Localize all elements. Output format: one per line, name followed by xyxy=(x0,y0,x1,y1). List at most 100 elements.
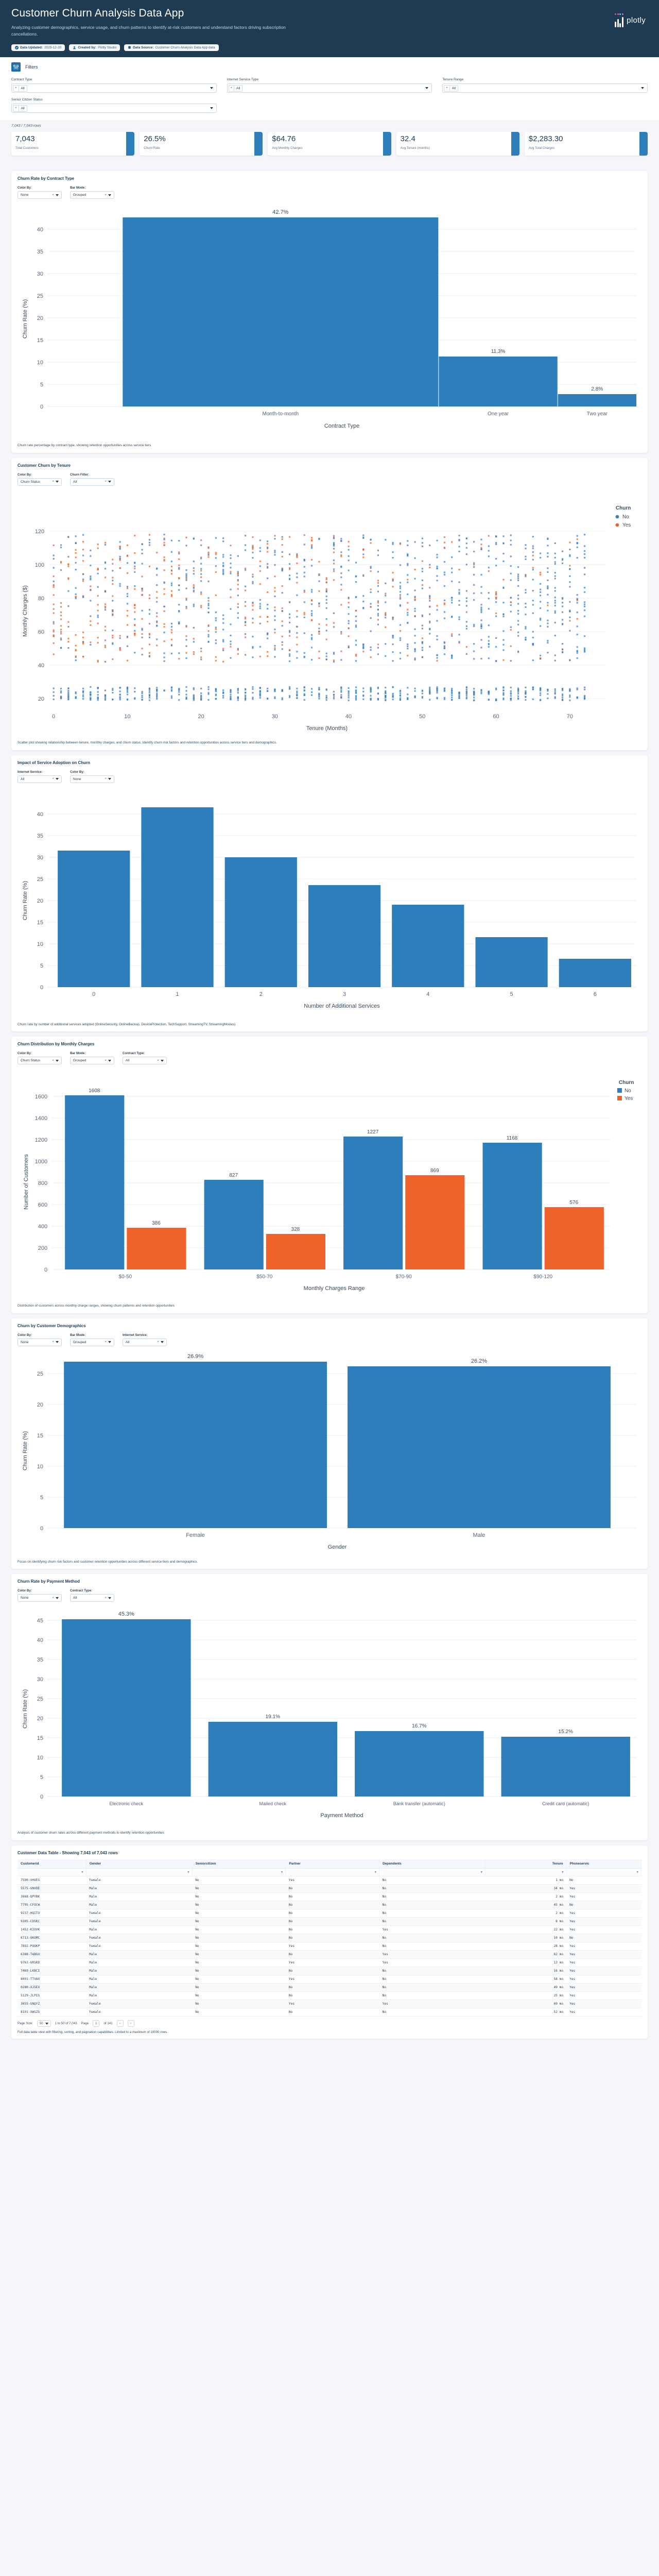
table-row[interactable]: 3655-SNQYZ Female No Yes Yes 69 mo Yes xyxy=(18,1999,641,2008)
chevron-down-icon[interactable] xyxy=(640,87,644,90)
clear-icon[interactable]: × xyxy=(13,105,19,111)
control-icons[interactable]: × xyxy=(52,1059,59,1062)
column-filter-input[interactable]: ▼ xyxy=(485,1868,567,1876)
control-dropdown[interactable]: All × xyxy=(123,1057,167,1065)
chevron-down-icon[interactable] xyxy=(210,107,213,110)
control-dropdown[interactable]: All × xyxy=(70,1594,114,1602)
table-row[interactable]: 8091-TTVAX Male No Yes No 58 mo Yes xyxy=(18,1975,641,1984)
chevron-down-icon[interactable] xyxy=(56,194,59,196)
control-dropdown[interactable]: Churn Status × xyxy=(18,478,62,486)
control-icons[interactable]: × xyxy=(52,777,59,781)
table-column-header[interactable]: Tenure xyxy=(485,1859,567,1869)
column-filter-input[interactable]: ▼ xyxy=(285,1868,380,1876)
filter-dropdown[interactable]: × All xyxy=(11,83,217,93)
table-row[interactable]: 5129-JLPIS Male No No No 25 mo Yes xyxy=(18,1991,641,2000)
control-dropdown[interactable]: None × xyxy=(18,191,62,199)
table-row[interactable]: 7892-POOKP Female No Yes No 28 mo Yes xyxy=(18,1942,641,1951)
control-icons[interactable]: × xyxy=(52,1597,59,1600)
table-column-header[interactable]: Dependents xyxy=(379,1859,486,1869)
table-row[interactable]: 9763-GRSKD Male No Yes Yes 13 mo Yes xyxy=(18,1958,641,1967)
chevron-down-icon[interactable] xyxy=(108,194,111,196)
filter-tag[interactable]: × All xyxy=(13,105,27,112)
clear-icon[interactable]: × xyxy=(13,85,19,91)
control-icons[interactable]: × xyxy=(105,1341,111,1344)
next-page-button[interactable]: › xyxy=(127,2020,134,2027)
table-row[interactable]: 7469-LKBCI Male No No No 16 mo Yes xyxy=(18,1967,641,1975)
table-row[interactable]: 0280-XJGEX Male No No No 49 mo Yes xyxy=(18,1983,641,1992)
column-filter-input[interactable]: ▼ xyxy=(192,1868,286,1876)
control-icons[interactable]: × xyxy=(52,1341,59,1344)
chevron-down-icon[interactable] xyxy=(45,2022,48,2025)
table-row[interactable]: 9305-CDSKC Female No No No 8 mo Yes xyxy=(18,1917,641,1926)
filter-tag[interactable]: × All xyxy=(228,84,243,92)
control-dropdown[interactable]: Grouped × xyxy=(70,1338,114,1346)
chevron-down-icon[interactable] xyxy=(56,1341,59,1344)
table-column-header[interactable]: Seniorcitizen xyxy=(192,1859,286,1869)
control-icons[interactable]: × xyxy=(157,1059,164,1062)
control-dropdown[interactable]: All × xyxy=(123,1338,167,1346)
chevron-down-icon[interactable] xyxy=(108,1059,111,1062)
bar-chart-service-adoption[interactable]: 0 5 10 15 20 25 30 35 40 Churn Rate (%) 0 1 2 3 4… xyxy=(18,787,641,1019)
column-filter-input[interactable]: ▼ xyxy=(86,1868,193,1876)
chevron-down-icon[interactable] xyxy=(108,481,111,483)
filter-dropdown[interactable]: × All xyxy=(11,104,217,113)
table-row[interactable]: 5575-GNVDE Male No No No 34 mo Yes xyxy=(18,1884,641,1893)
filter-tag[interactable]: × All xyxy=(13,84,27,92)
control-dropdown[interactable]: All × xyxy=(18,775,62,783)
table-row[interactable]: 1452-KIOVK Male No No Yes 22 mo Yes xyxy=(18,1925,641,1934)
filter-dropdown[interactable]: × All xyxy=(227,83,432,93)
table-row[interactable]: 7590-VHVEG Female No Yes No 1 mo No xyxy=(18,1876,641,1885)
scatter-chart-churn-by-tenure[interactable]: 20 40 60 80 100 120 Monthly Charges ($) 0 10 2… xyxy=(18,490,641,737)
bar-chart-payment-method[interactable]: 0 5 10 15 20 25 30 35 40 45 Churn Rate (%) 45.… xyxy=(18,1606,641,1827)
filter-tag[interactable]: × All xyxy=(444,84,459,92)
column-filter-input[interactable]: ▼ xyxy=(18,1868,86,1876)
customer-data-table[interactable]: Customerid Gender Seniorcitizen Partner Depe… xyxy=(18,1859,642,2016)
chevron-down-icon[interactable] xyxy=(56,778,59,781)
chevron-down-icon[interactable] xyxy=(56,1059,59,1062)
clear-icon[interactable]: × xyxy=(444,85,450,91)
chevron-down-icon[interactable] xyxy=(108,1341,111,1344)
chevron-down-icon[interactable] xyxy=(425,87,429,90)
page-number-input[interactable]: 1 xyxy=(93,2020,100,2027)
prev-page-button[interactable]: ‹ xyxy=(116,2020,124,2027)
table-column-header[interactable]: Phoneservic xyxy=(566,1859,642,1869)
control-icons[interactable]: × xyxy=(52,194,59,197)
clear-icon[interactable]: × xyxy=(229,85,235,91)
table-row[interactable]: 9237-HQITU Female No No No 2 mo Yes xyxy=(18,1909,641,1918)
control-icons[interactable]: × xyxy=(105,1059,111,1062)
control-dropdown[interactable]: Grouped × xyxy=(70,191,114,199)
control-dropdown[interactable]: All × xyxy=(70,478,114,486)
filter-dropdown[interactable]: × All xyxy=(442,83,648,93)
control-icons[interactable]: × xyxy=(52,480,59,483)
control-icons[interactable]: × xyxy=(157,1341,164,1344)
page-size-select[interactable]: 50 xyxy=(37,2020,51,2027)
bar-chart-churn-by-contract[interactable]: 0 5 10 15 20 25 30 35 40 Churn Rate (%) 42.7% … xyxy=(18,203,641,440)
bar-chart-charges-distribution[interactable]: 0 200 400 600 800 1000 1200 1400 1600 Number o… xyxy=(18,1069,641,1300)
table-row[interactable]: 6713-OKOMC Female No No No 10 mo No xyxy=(18,1934,641,1942)
table-filter-row[interactable]: ▼ ▼ ▼ ▼ ▼ ▼ ▼ xyxy=(18,1868,642,1876)
table-row[interactable]: 7795-CFOCW Male No No No 45 mo No xyxy=(18,1901,641,1909)
chevron-down-icon[interactable] xyxy=(56,481,59,483)
column-filter-input[interactable]: ▼ xyxy=(566,1868,642,1876)
table-column-header[interactable]: Customerid xyxy=(18,1859,86,1869)
chevron-down-icon[interactable] xyxy=(161,1059,164,1062)
table-row[interactable]: 3668-QPYBK Male No No No 2 mo Yes xyxy=(18,1892,641,1901)
table-row[interactable]: 6388-TABGU Male No No Yes 62 mo Yes xyxy=(18,1950,641,1959)
chevron-down-icon[interactable] xyxy=(210,87,213,90)
control-icons[interactable]: × xyxy=(105,480,111,483)
column-filter-input[interactable]: ▼ xyxy=(379,1868,486,1876)
chevron-down-icon[interactable] xyxy=(108,778,111,781)
control-dropdown[interactable]: None × xyxy=(70,775,114,783)
control-dropdown[interactable]: Churn Status × xyxy=(18,1057,62,1065)
control-dropdown[interactable]: None × xyxy=(18,1594,62,1602)
bar-chart-demographics[interactable]: 0 5 10 15 20 25 Churn Rate (%) 26.9% 26.2% F… xyxy=(18,1350,641,1556)
control-icons[interactable]: × xyxy=(105,1597,111,1600)
table-column-header[interactable]: Gender xyxy=(86,1859,193,1869)
chevron-down-icon[interactable] xyxy=(108,1597,111,1599)
control-icons[interactable]: × xyxy=(105,777,111,781)
control-icons[interactable]: × xyxy=(105,194,111,197)
control-dropdown[interactable]: None × xyxy=(18,1338,62,1346)
table-row[interactable]: 8191-XWSZG Female No No No 52 mo Yes xyxy=(18,2008,641,2016)
table-column-header[interactable]: Partner xyxy=(285,1859,380,1869)
chevron-down-icon[interactable] xyxy=(161,1341,164,1344)
